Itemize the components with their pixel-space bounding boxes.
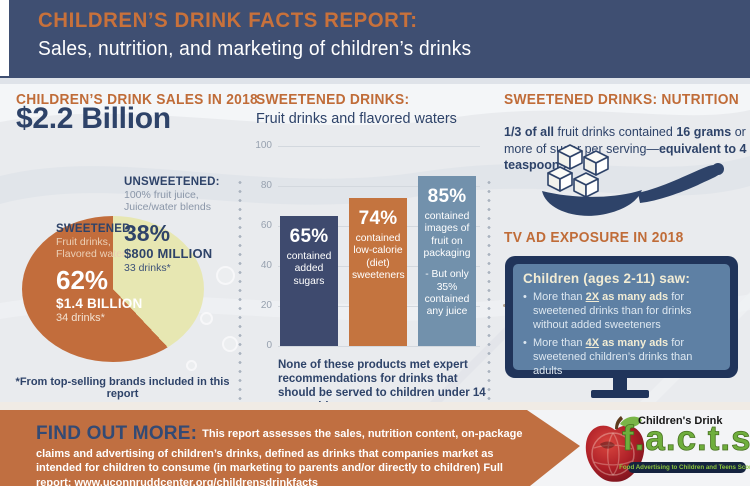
- sales-total-value: $2.2 Billion: [16, 102, 171, 135]
- bar: 85% contained images of fruit on packagi…: [418, 176, 476, 346]
- tv-bullet: • More than 4X as many ads for sweetened…: [523, 337, 720, 378]
- unsweetened-label: UNSWEETENED:: [124, 176, 220, 188]
- logo-line2: f.a.c.t.s.: [622, 419, 750, 459]
- nutrition-section-heading: SWEETENED DRINKS: NUTRITION: [504, 92, 739, 108]
- header-band: CHILDREN’S DRINK FACTS REPORT: Sales, nu…: [0, 0, 750, 78]
- tv-bullet: • More than 2X as many ads for sweetened…: [523, 291, 720, 332]
- find-out-more-label: FIND OUT MORE:: [36, 423, 198, 444]
- gridline: [278, 346, 480, 347]
- y-tick-label: 80: [260, 180, 272, 191]
- gridline: [278, 146, 480, 147]
- tv-section-heading: TV AD EXPOSURE IN 2018: [504, 230, 684, 246]
- bullet-icon: •: [523, 291, 527, 303]
- bar: 74% contained low-calorie (diet) sweeten…: [349, 198, 407, 346]
- bar-value-label: 65%: [289, 226, 329, 247]
- bar-annotation: - But only 35% contained any juice: [424, 269, 470, 318]
- logo-line1: Children's Drink: [638, 415, 723, 427]
- y-tick-label: 0: [266, 340, 272, 351]
- nutrition-text: 1/3 of all fruit drinks contained 16 gra…: [504, 125, 747, 172]
- tv-stand-neck: [613, 378, 627, 391]
- y-axis: 0 20 40 60 80 100: [244, 140, 272, 351]
- footer: FIND OUT MORE: This report assesses the s…: [0, 410, 750, 486]
- column-divider-left: [238, 178, 242, 480]
- corner-strip: [0, 0, 9, 76]
- sweetened-drinks-count: 34 drinks*: [56, 311, 105, 324]
- tv-screen-title: Children (ages 2-11) saw:: [523, 271, 691, 286]
- sweetened-desc: Fruit drinks, Flavored waters: [56, 236, 131, 261]
- unsweetened-percent: 38%: [124, 220, 171, 247]
- main-content: CHILDREN’S DRINK SALES IN 2018 $2.2 Bill…: [0, 84, 750, 480]
- column-divider-right: [487, 178, 491, 480]
- sales-section-heading: CHILDREN’S DRINK SALES IN 2018: [16, 92, 259, 108]
- page-title: CHILDREN’S DRINK FACTS REPORT:: [38, 9, 418, 32]
- sweetened-amount: $1.4 BILLION: [56, 296, 143, 312]
- unsweetened-desc: 100% fruit juice, Juice/water blends: [124, 189, 211, 214]
- footer-url: www.uconnruddcenter.org/childrensdrinkfa…: [74, 477, 318, 486]
- bar: 65% contained added sugars: [280, 216, 338, 346]
- unsweetened-drinks-count: 33 drinks*: [124, 261, 171, 274]
- bar-group: 65% contained added sugars 74% contained…: [278, 146, 480, 346]
- y-tick-label: 40: [260, 260, 272, 271]
- logo-tagline: Food Advertising to Children and Teens S…: [619, 464, 750, 471]
- bubble-decoration: [222, 336, 238, 352]
- bar-section-subheading: Fruit drinks and flavored waters: [256, 110, 457, 127]
- bar-value-label: 74%: [358, 208, 398, 229]
- footer-orange-band: FIND OUT MORE: This report assesses the s…: [0, 410, 580, 486]
- bar-category-label: contained added sugars: [286, 251, 332, 287]
- sugar-spoon-illustration: [542, 144, 724, 216]
- chart-caption: None of these products met expert recomm…: [278, 359, 486, 413]
- y-tick-label: 20: [260, 300, 272, 311]
- tv-screen: Children (ages 2-11) saw: • More than 2X…: [513, 264, 730, 377]
- footer-body: This report assesses the sales, nutritio…: [36, 428, 523, 486]
- bubble-decoration: [216, 266, 235, 285]
- bar-section-heading: SWEETENED DRINKS:: [256, 92, 410, 108]
- header-divider: [0, 78, 750, 84]
- bullet-text: More than 2X as many ads for sweetened d…: [533, 291, 692, 331]
- page-subtitle: Sales, nutrition, and marketing of child…: [38, 38, 472, 60]
- footer-text: FIND OUT MORE: This report assesses the s…: [36, 421, 524, 486]
- bar-category-label: contained images of fruit on packaging: [423, 211, 471, 260]
- logo-tagline-bar: Food Advertising to Children and Teens S…: [619, 462, 750, 473]
- bubble-decoration: [200, 312, 213, 325]
- unsweetened-amount: $800 MILLION: [124, 245, 213, 261]
- y-tick-label: 60: [260, 220, 272, 231]
- bar-category-label: contained low-calorie (diet) sweeteners: [352, 233, 405, 282]
- footer-divider-strip: [0, 402, 750, 410]
- pie-footnote: *From top-selling brands included in thi…: [15, 376, 230, 400]
- sales-pie: [22, 216, 204, 362]
- pie-label-unsweetened: UNSWEETENED: 100% fruit juice, Juice/wat…: [124, 176, 220, 274]
- gridline: [278, 186, 480, 187]
- tv-stand-base: [591, 390, 649, 398]
- y-tick-label: 100: [255, 140, 272, 151]
- bullet-text: More than 4X as many ads for sweetened c…: [533, 337, 693, 377]
- bubble-decoration: [186, 360, 197, 371]
- bullet-icon: •: [523, 337, 527, 350]
- sweetened-percent: 62%: [56, 265, 109, 296]
- tv-frame: Children (ages 2-11) saw: • More than 2X…: [505, 256, 738, 378]
- sweetened-label: SWEETENED:: [56, 223, 135, 235]
- pie-label-sweetened: SWEETENED: Fruit drinks, Flavored waters…: [56, 223, 142, 324]
- bar-value-label: 85%: [427, 186, 467, 207]
- facts-logo: Children's Drink f.a.c.t.s. Food Adverti…: [582, 412, 750, 484]
